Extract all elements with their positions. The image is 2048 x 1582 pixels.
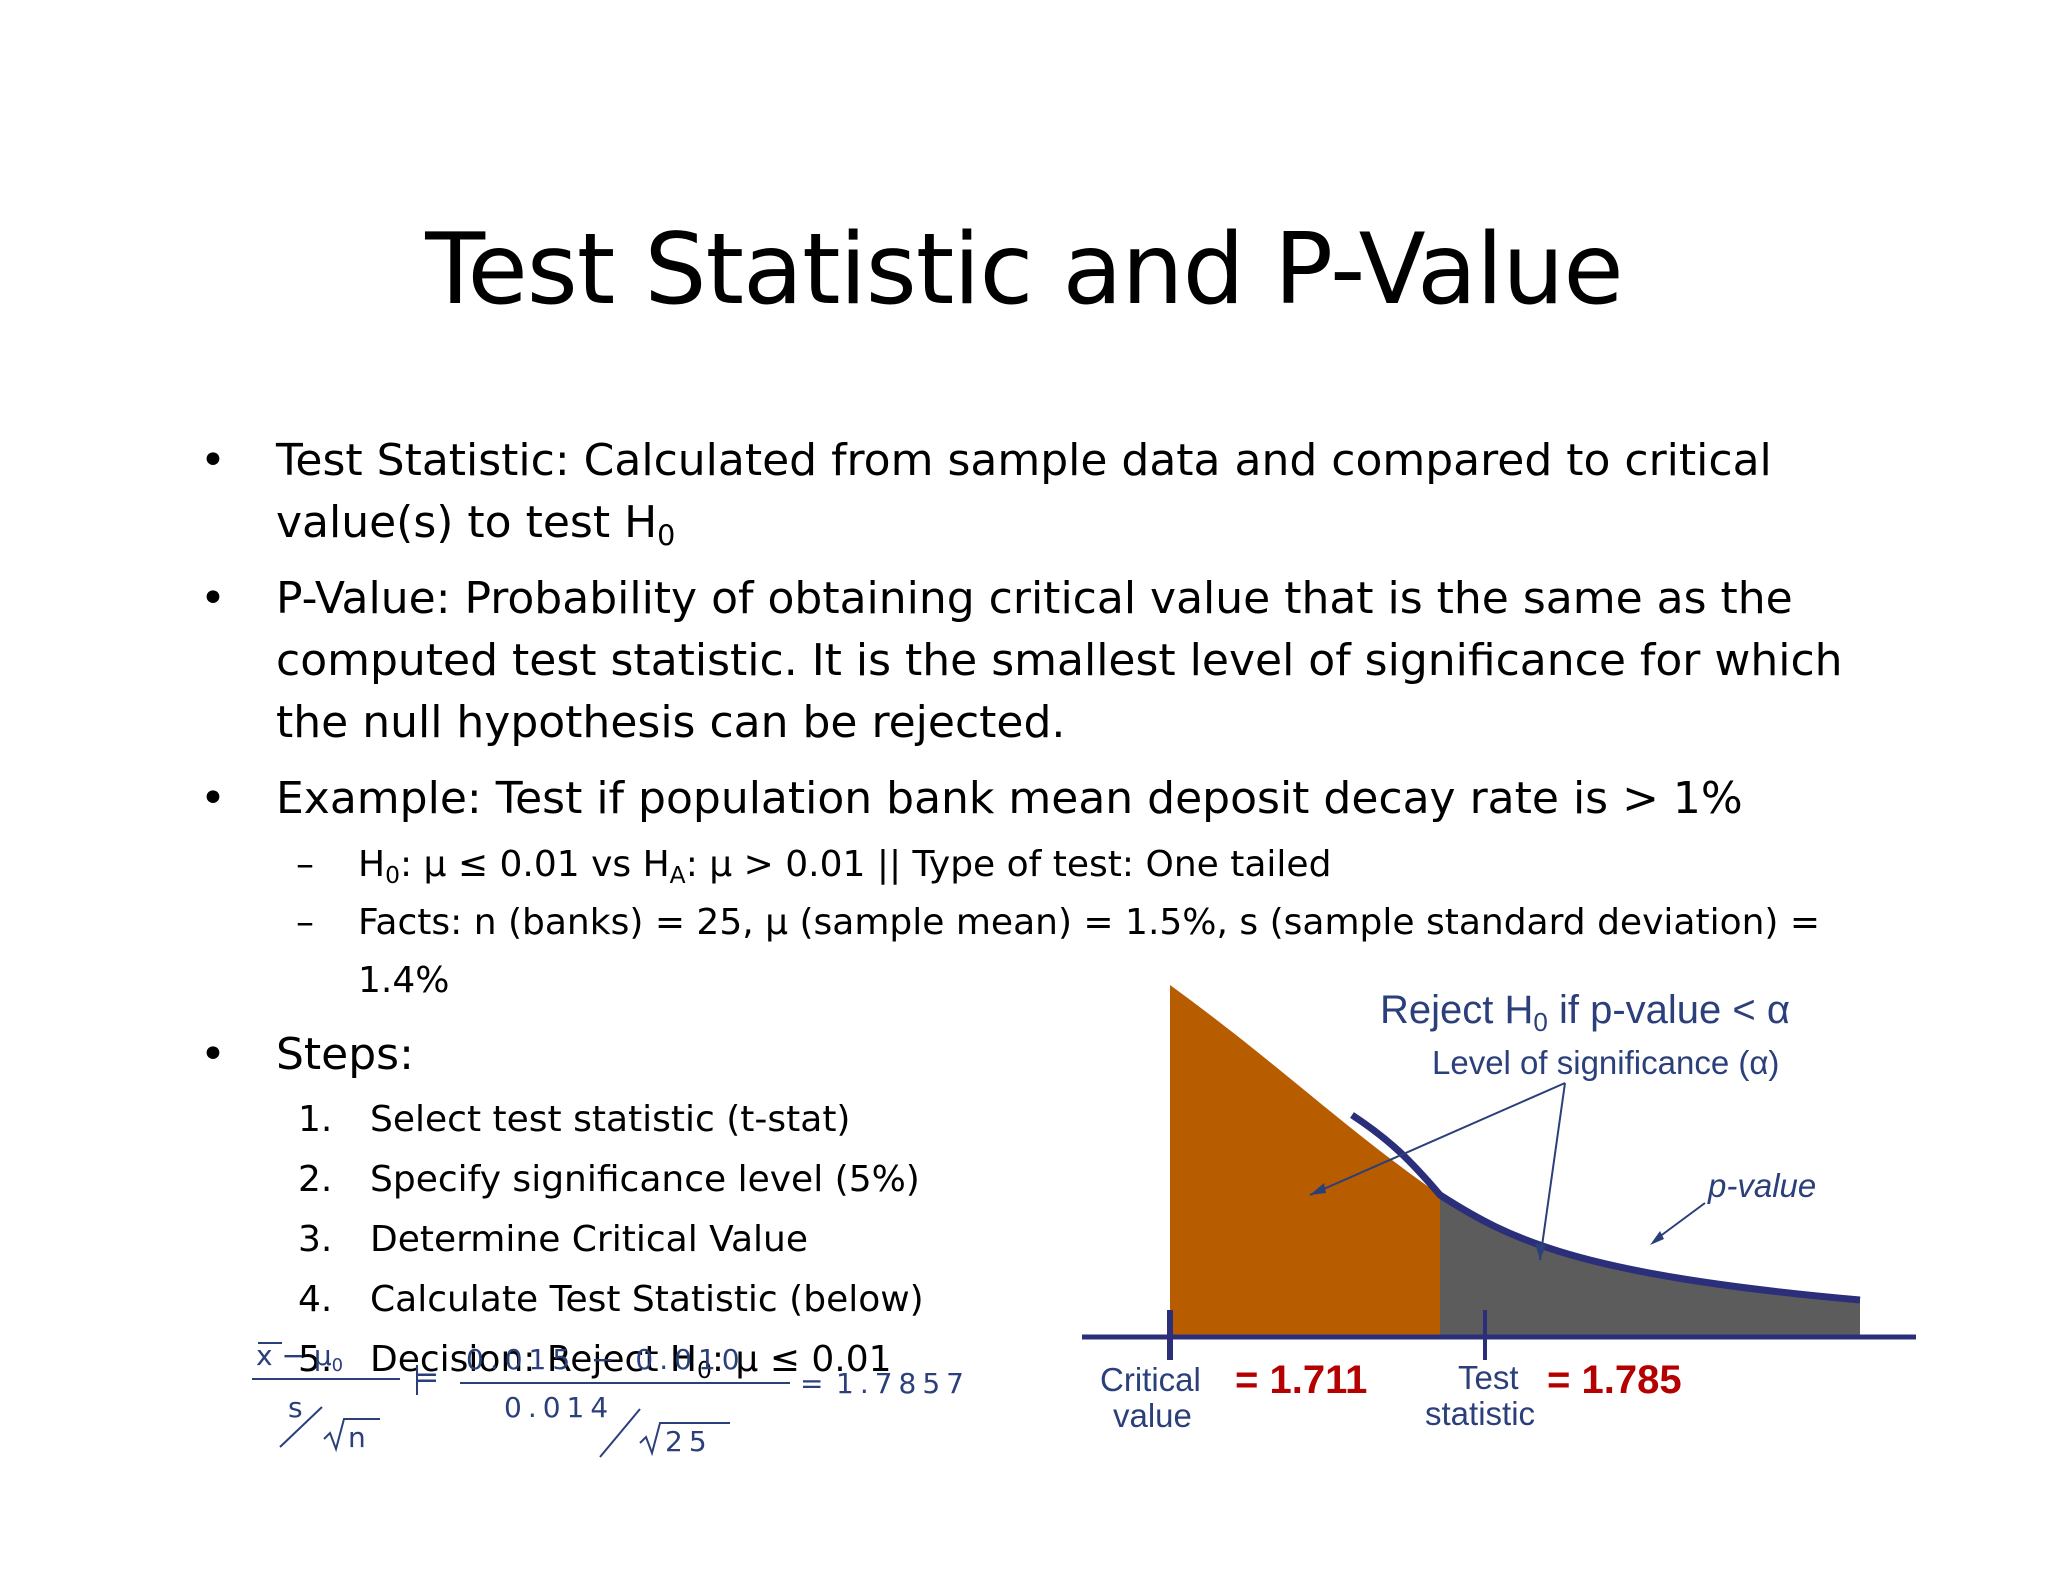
critical-value: = 1.711 [1235,1358,1367,1402]
step-number: 3. [298,1219,333,1260]
bullet-text: P-Value: Probability of obtaining critic… [276,573,1843,748]
hypothesis-text: : μ > 0.01 || Type of test: One tailed [685,844,1332,885]
bullet-p-value: • P-Value: Probability of obtaining crit… [200,568,1900,754]
bullet-example: • Example: Test if population bank mean … [200,768,1900,1010]
hypothesis-text: H [358,844,386,885]
distribution-figure: Reject H0 if p-value < α Level of signif… [1082,985,1916,1434]
step-item: 3. Determine Critical Value [200,1210,1900,1270]
facts-text: Facts: n (banks) = 25, μ (sample mean) =… [358,902,1821,1001]
bullet-test-statistic: • Test Statistic: Calculated from sample… [200,430,1900,554]
step-number: 4. [298,1279,333,1320]
step-item: 2. Specify significance level (5%) [200,1150,1900,1210]
bullet-glyph: • [200,435,226,486]
hypotheses-item: – H0: μ ≤ 0.01 vs HA: μ > 0.01 || Type o… [200,836,1900,894]
steps-list: 1. Select test statistic (t-stat) 2. Speci… [276,1090,1900,1390]
step-number: 2. [298,1159,333,1200]
p-value-label: p-value [1707,1167,1816,1204]
bullet-text: Example: Test if population bank mean de… [276,773,1743,824]
test-label: Test [1458,1359,1519,1396]
slide-title: Test Statistic and P-Value [425,213,1623,327]
significance-label: Level of significance (α) [1432,1044,1779,1081]
step-item: 1. Select test statistic (t-stat) [200,1090,1900,1150]
bullet-list: • Test Statistic: Calculated from sample… [200,430,1900,1404]
subscript: A [669,861,686,890]
formula-denominator-n: n [348,1421,366,1454]
step-label: Decision: Reject H [370,1339,697,1380]
bullet-glyph: • [200,1029,226,1080]
hypothesis-text: : μ ≤ 0.01 vs H [399,844,670,885]
critical-label: Critical [1100,1361,1201,1398]
bullet-steps: • Steps: 1. Select test statistic (t-stat… [200,1024,1900,1390]
bullet-glyph: • [200,573,226,624]
reject-rule-label: Reject H0 if p-value < α [1380,988,1790,1037]
step-label: Specify significance level (5%) [370,1159,920,1200]
formula-equals: = [800,1367,823,1400]
bullet-glyph: • [200,773,226,824]
formula-equals: = [414,1360,439,1395]
facts-item: – Facts: n (banks) = 25, μ (sample mean)… [200,894,1900,1010]
test-label: statistic [1425,1395,1535,1432]
step-number: 5. [298,1339,333,1380]
step-number: 1. [298,1099,333,1140]
step-label: Determine Critical Value [370,1219,808,1260]
rejection-region [1170,985,1440,1337]
step-label: : μ ≤ 0.01 [711,1339,892,1380]
formula-denominator-right-n: 25 [665,1425,713,1458]
subscript: 0 [657,518,676,553]
step-label: Select test statistic (t-stat) [370,1099,851,1140]
arrow-to-alpha [1309,1082,1566,1196]
formula-numerator-left: x − μ0 [256,1339,343,1376]
formula-denominator-right-s: 0.014 [504,1391,614,1424]
dash-glyph: – [296,902,314,943]
p-value-region [1440,1195,1860,1337]
test-statistic-value: = 1.785 [1547,1358,1682,1402]
dash-glyph: – [296,844,314,885]
step-label: Calculate Test Statistic (below) [370,1279,924,1320]
example-sub-list: – H0: μ ≤ 0.01 vs HA: μ > 0.01 || Type o… [276,836,1900,1010]
formula-denominator-s: s [288,1391,303,1424]
arrow-to-p-region [1539,1082,1566,1261]
subscript: 0 [385,861,400,890]
density-curve [1350,1112,1861,1304]
t-stat-formula: x − μ0 s n = 0.015 − 0.010 0.014 25 = 1.… [252,1339,970,1458]
step-item: 4. Calculate Test Statistic (below) [200,1270,1900,1330]
step-item: 5. Decision: Reject H0: μ ≤ 0.01 [200,1330,1900,1390]
bullet-text: Test Statistic: Calculated from sample d… [276,435,1772,548]
subscript: 0 [696,1356,712,1385]
critical-label: value [1113,1397,1192,1434]
arrow-to-p-value [1654,1202,1706,1241]
bullet-text: Steps: [276,1029,414,1080]
formula-numerator-right: 0.015 − 0.010 [466,1343,746,1376]
formula-result: 1.7857 [836,1367,970,1400]
